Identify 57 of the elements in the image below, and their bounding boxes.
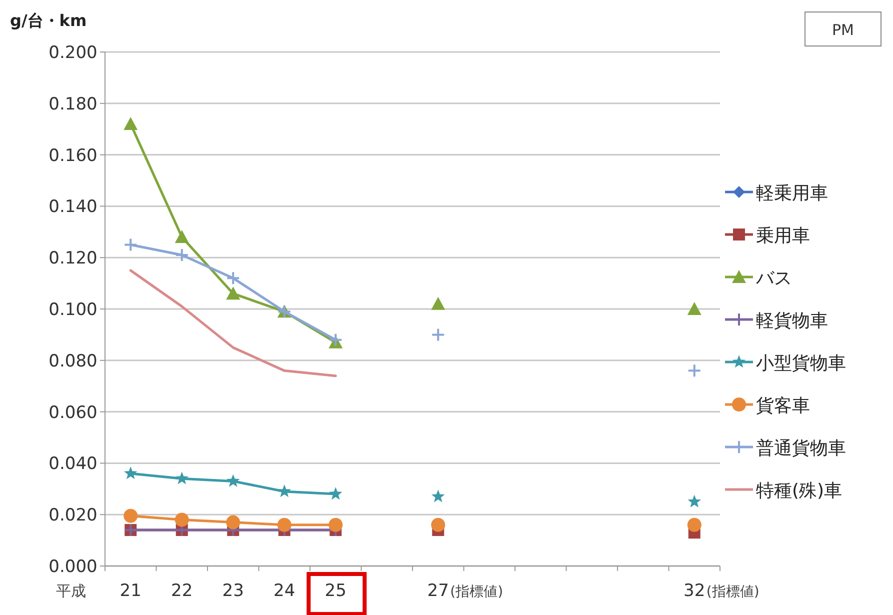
point (226, 286, 240, 300)
point (277, 518, 292, 532)
legend-label: 特種(殊)車 (756, 480, 842, 502)
y-tick-label: 0.160 (48, 146, 98, 166)
y-tick-label: 0.200 (48, 43, 98, 63)
point (124, 116, 138, 130)
point (174, 512, 189, 527)
legend-label: 軽貨物車 (756, 310, 828, 332)
point (227, 272, 240, 284)
legend-label: 小型貨物車 (756, 353, 846, 374)
point (226, 474, 240, 487)
text: (指標値) (706, 584, 760, 600)
point (124, 238, 137, 251)
point (328, 487, 342, 500)
point (687, 302, 702, 315)
text: PM (832, 21, 854, 39)
point (174, 230, 189, 244)
point (175, 472, 189, 484)
y-tick-label: 0.100 (48, 300, 98, 320)
point (432, 328, 444, 341)
y-tick-label: 0.040 (48, 454, 98, 474)
legend-label: 軽乗用車 (756, 183, 828, 204)
text: (指標値) (450, 584, 504, 600)
y-tick-label: 0.000 (48, 557, 98, 577)
y-tick-label: 0.140 (48, 197, 98, 218)
point (328, 518, 343, 532)
x-tick-label: 24 (274, 581, 296, 601)
y-tick-label: 0.020 (48, 506, 98, 526)
point (431, 490, 445, 502)
point (687, 518, 702, 532)
x-tick-label: 27 (427, 581, 449, 601)
point (431, 518, 446, 532)
x-tick-label: 32 (684, 581, 706, 601)
x-tick-label: 25 (324, 581, 346, 601)
point (330, 334, 342, 346)
point (278, 484, 292, 498)
y-tick-label: 0.180 (48, 94, 98, 114)
legend-label: 普通貨物車 (756, 438, 846, 459)
y-tick-label: 0.080 (48, 351, 98, 372)
y-tick-label: 0.060 (48, 402, 98, 423)
point (124, 466, 138, 480)
point (431, 296, 446, 310)
y-tick-label: 0.120 (48, 248, 98, 269)
x-tick-label: 21 (120, 581, 142, 601)
legend-label: 乗用車 (756, 226, 810, 246)
y-axis-title: g/台・km (10, 11, 87, 30)
point (688, 364, 700, 377)
line-series (129, 269, 337, 378)
point (688, 494, 702, 508)
point (176, 249, 188, 262)
x-tick-label: 22 (171, 581, 193, 601)
x-tick-label: 23 (222, 581, 244, 601)
legend-label: バス (755, 268, 792, 289)
point (124, 508, 138, 523)
text: 平成 (56, 582, 86, 600)
point (226, 515, 240, 530)
legend-label: 貨客車 (756, 396, 810, 416)
